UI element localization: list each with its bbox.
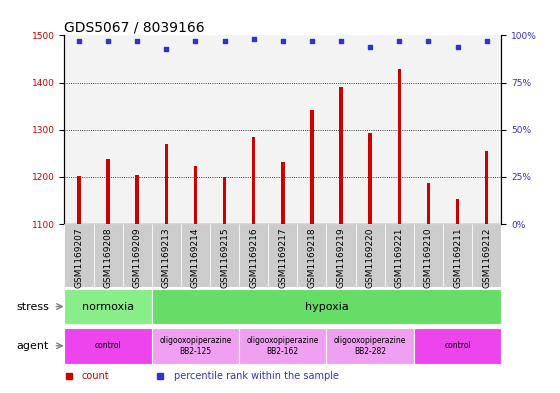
Bar — [339, 87, 343, 393]
Bar — [252, 137, 255, 393]
Bar — [77, 176, 81, 393]
Bar — [181, 224, 210, 287]
Text: GSM1169221: GSM1169221 — [395, 227, 404, 288]
Point — [133, 38, 142, 44]
Text: GSM1169207: GSM1169207 — [74, 227, 83, 288]
Bar — [152, 328, 239, 364]
Text: GSM1169213: GSM1169213 — [162, 227, 171, 288]
Bar — [326, 35, 356, 224]
Point — [424, 38, 433, 44]
Bar — [414, 224, 443, 287]
Bar — [398, 69, 401, 393]
Point — [104, 38, 113, 44]
Point — [482, 38, 491, 44]
Bar — [356, 224, 385, 287]
Bar — [385, 224, 414, 287]
Text: GSM1169208: GSM1169208 — [104, 227, 113, 288]
Text: oligooxopiperazine
BB2-282: oligooxopiperazine BB2-282 — [334, 336, 407, 356]
Bar — [427, 182, 430, 393]
Bar — [152, 35, 181, 224]
Point — [453, 44, 462, 50]
Text: oligooxopiperazine
BB2-162: oligooxopiperazine BB2-162 — [246, 336, 319, 356]
Text: GSM1169218: GSM1169218 — [307, 227, 316, 288]
Point — [191, 38, 200, 44]
Text: GSM1169211: GSM1169211 — [453, 227, 462, 288]
Bar — [310, 110, 314, 393]
Bar — [210, 224, 239, 287]
Point — [366, 44, 375, 50]
Point — [220, 38, 229, 44]
Bar — [472, 35, 501, 224]
Text: count: count — [82, 371, 110, 382]
Bar — [297, 35, 326, 224]
Bar — [472, 224, 501, 287]
Point — [395, 38, 404, 44]
Bar — [152, 224, 181, 287]
Bar — [268, 35, 297, 224]
Bar — [64, 328, 152, 364]
Text: stress: stress — [16, 301, 49, 312]
Bar — [94, 224, 123, 287]
Bar — [443, 224, 472, 287]
Bar — [181, 35, 210, 224]
Bar — [194, 166, 197, 393]
Bar — [385, 35, 414, 224]
Text: hypoxia: hypoxia — [305, 301, 348, 312]
Text: GSM1169215: GSM1169215 — [220, 227, 229, 288]
Bar — [281, 162, 284, 393]
Text: percentile rank within the sample: percentile rank within the sample — [174, 371, 339, 382]
Bar — [297, 224, 326, 287]
Bar — [94, 35, 123, 224]
Bar — [368, 132, 372, 393]
Text: oligooxopiperazine
BB2-125: oligooxopiperazine BB2-125 — [159, 336, 232, 356]
Bar — [414, 35, 443, 224]
Text: GSM1169219: GSM1169219 — [337, 227, 346, 288]
Bar — [239, 224, 268, 287]
Bar — [165, 144, 168, 393]
Text: agent: agent — [17, 341, 49, 351]
Bar — [326, 224, 356, 287]
Bar — [443, 35, 472, 224]
Bar — [223, 177, 226, 393]
Bar — [356, 35, 385, 224]
Point — [307, 38, 316, 44]
Bar — [106, 160, 110, 393]
Text: GSM1169220: GSM1169220 — [366, 227, 375, 288]
Point — [162, 46, 171, 52]
Point — [74, 38, 83, 44]
Text: GSM1169214: GSM1169214 — [191, 227, 200, 288]
Bar — [239, 35, 268, 224]
Text: control: control — [95, 342, 122, 350]
Bar — [326, 328, 414, 364]
Bar — [64, 35, 94, 224]
Bar — [64, 224, 94, 287]
Bar — [268, 224, 297, 287]
Text: GSM1169217: GSM1169217 — [278, 227, 287, 288]
Bar — [456, 200, 459, 393]
Bar — [152, 289, 501, 324]
Bar — [485, 151, 488, 393]
Bar — [123, 224, 152, 287]
Text: GDS5067 / 8039166: GDS5067 / 8039166 — [64, 20, 205, 34]
Text: GSM1169210: GSM1169210 — [424, 227, 433, 288]
Point — [278, 38, 287, 44]
Bar — [239, 328, 326, 364]
Text: GSM1169212: GSM1169212 — [482, 227, 491, 288]
Point — [337, 38, 346, 44]
Bar — [136, 175, 139, 393]
Text: normoxia: normoxia — [82, 301, 134, 312]
Text: GSM1169209: GSM1169209 — [133, 227, 142, 288]
Point — [249, 36, 258, 42]
Bar — [64, 289, 152, 324]
Text: control: control — [444, 342, 471, 350]
Bar — [210, 35, 239, 224]
Bar — [123, 35, 152, 224]
Bar — [414, 328, 501, 364]
Text: GSM1169216: GSM1169216 — [249, 227, 258, 288]
